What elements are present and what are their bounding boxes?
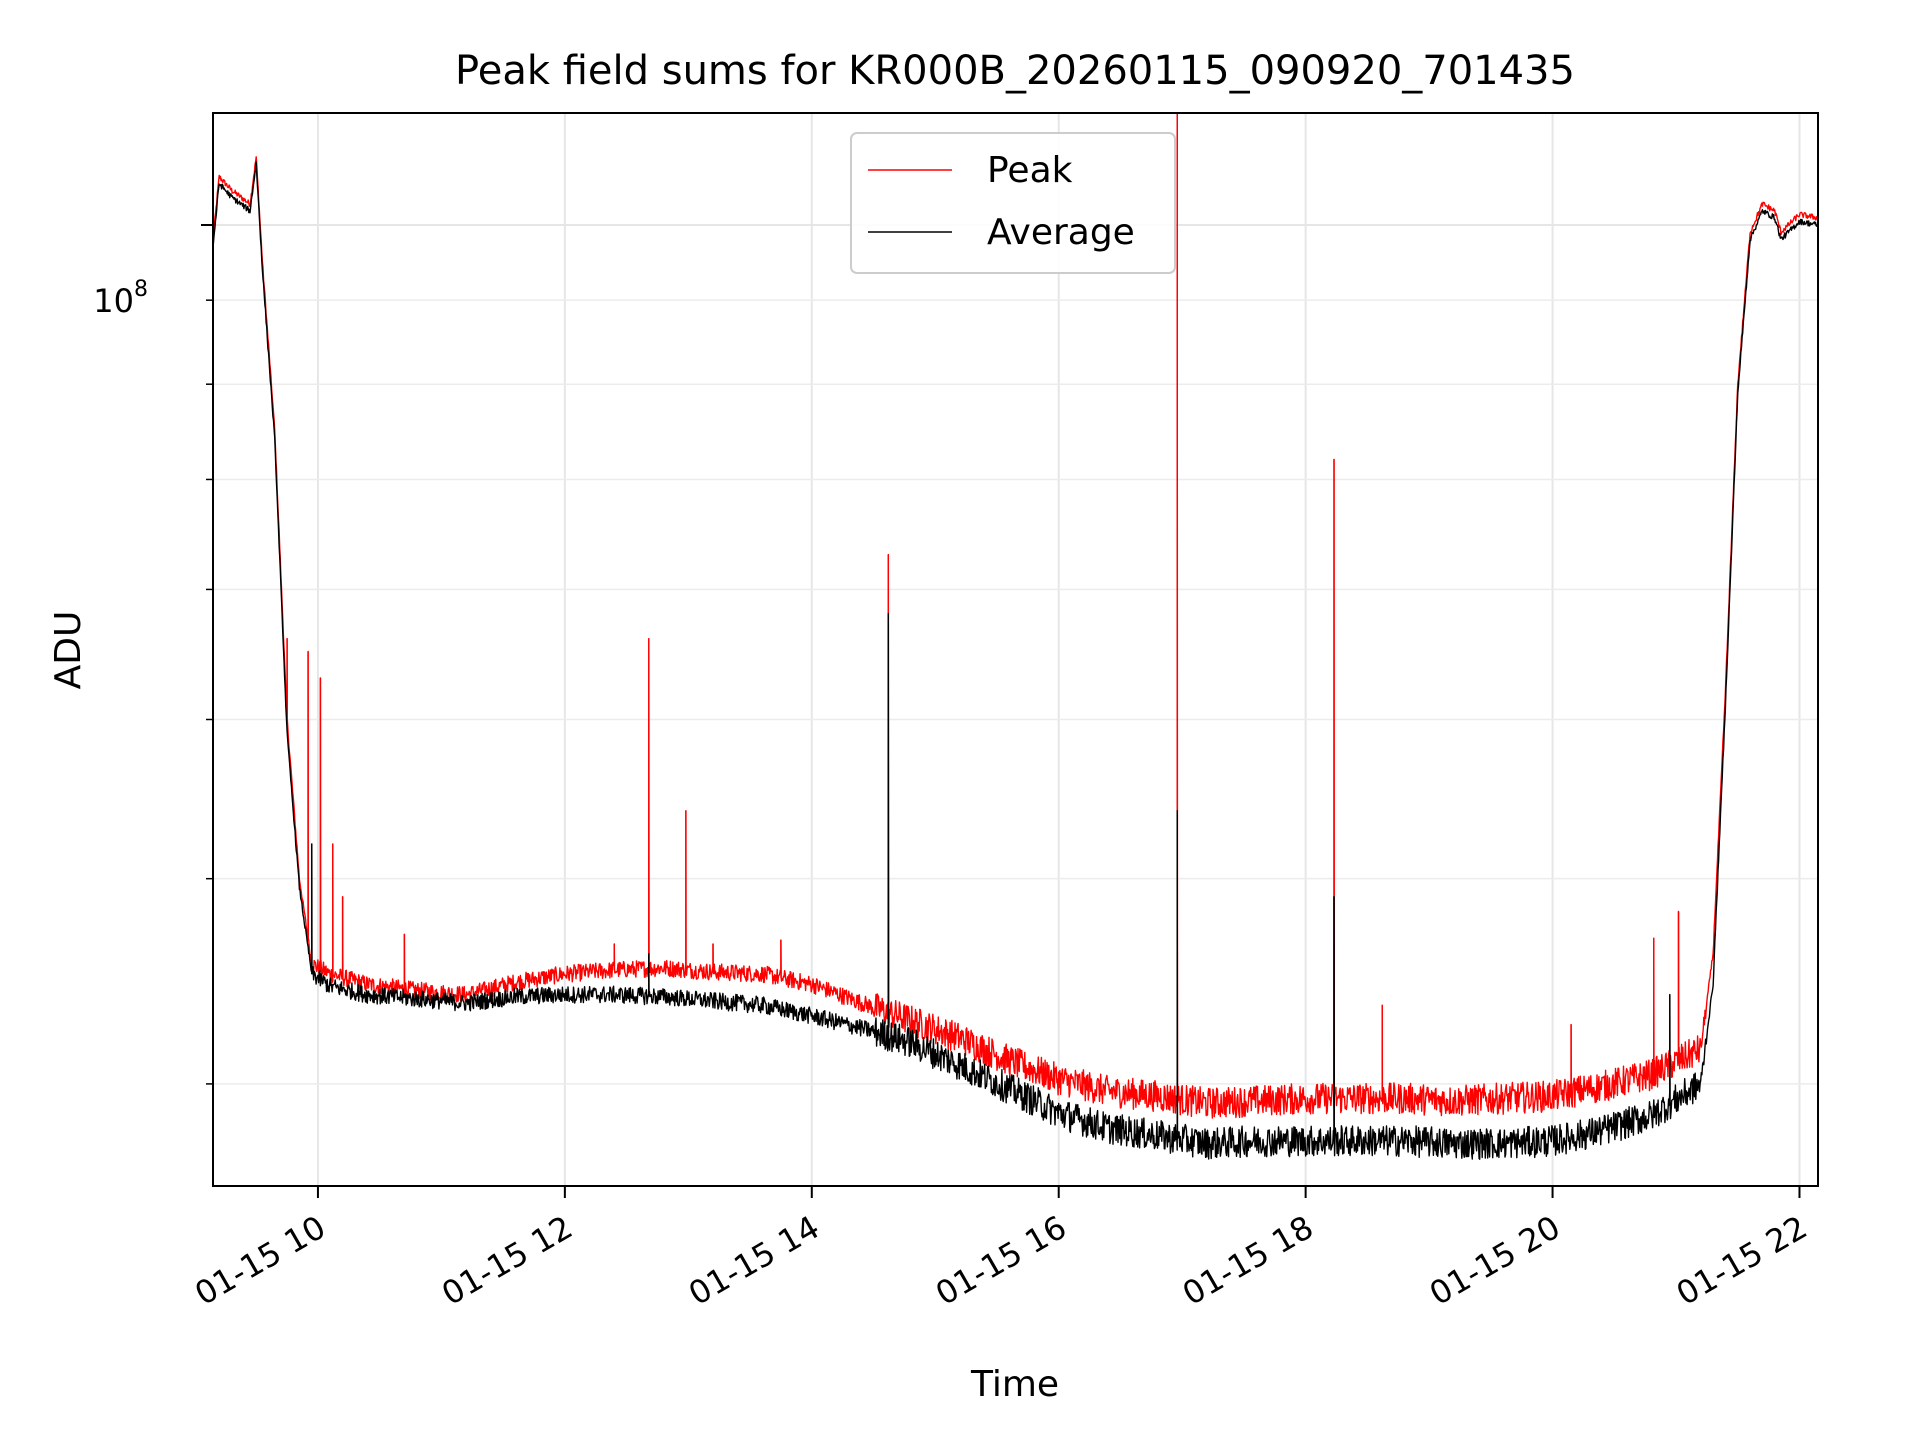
series-line-average bbox=[212, 161, 1819, 1160]
y-axis-ticks bbox=[201, 224, 213, 1085]
chart-title: Peak field sums for KR000B_20260115_0909… bbox=[455, 48, 1575, 94]
plot-frame bbox=[212, 112, 1819, 1187]
x-axis-label: Time bbox=[970, 1364, 1059, 1405]
series-line-peak bbox=[212, 112, 1819, 1119]
legend-average-label: Average bbox=[987, 212, 1135, 253]
legend-box bbox=[850, 132, 1176, 274]
y-axis-label: ADU bbox=[48, 611, 89, 690]
legend: Peak Average bbox=[850, 132, 1176, 274]
y-tick-label-1e8: 108 bbox=[93, 277, 148, 320]
series-layer bbox=[212, 112, 1819, 1160]
legend-peak-label: Peak bbox=[987, 150, 1073, 191]
